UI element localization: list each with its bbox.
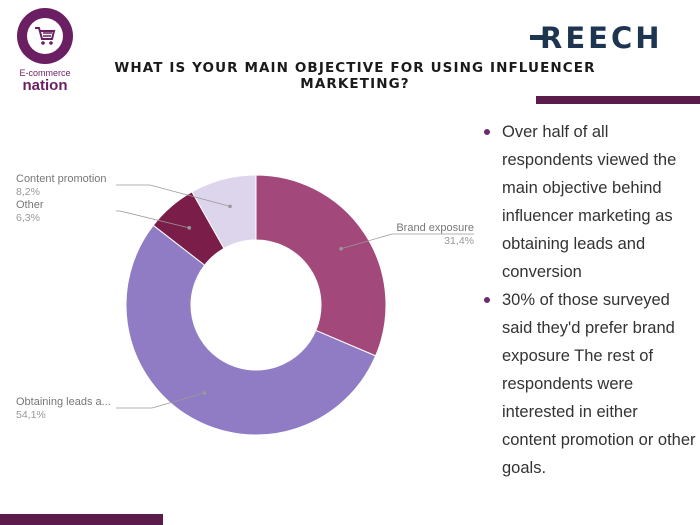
slice-content-promotion [191, 174, 257, 250]
leader-line-other [116, 210, 190, 229]
slice-value-content-promotion: 8,2% [16, 186, 40, 198]
finding-2: 30% of those surveyed said they'd prefer… [484, 286, 696, 482]
bullet-dot [484, 129, 490, 135]
slice-label-other: Other [16, 199, 44, 211]
slice-label-content-promotion: Content promotion [16, 173, 107, 185]
finding-1-text: Over half of all respondents viewed the … [502, 123, 677, 281]
reech-logo-dash [530, 35, 544, 40]
slice-obtaining-leads-a [125, 224, 377, 436]
logo-circle [17, 8, 73, 64]
reech-logo-text: REECH [540, 21, 663, 54]
key-findings-list: Over half of all respondents viewed the … [484, 118, 696, 482]
leader-line-content-promotion [116, 184, 231, 207]
slice-value-brand-exposure: 31,4% [444, 235, 474, 247]
finding-2-text: 30% of those surveyed said they'd prefer… [502, 291, 696, 477]
ecommerce-nation-logo: E-commerce nation [14, 8, 76, 93]
bullet-dot [484, 297, 490, 303]
leader-line-brand-exposure [340, 233, 474, 250]
slice-brand-exposure [255, 174, 387, 357]
leader-line-obtaining-leads-a [116, 392, 205, 409]
cart-badge [27, 18, 63, 54]
reech-logo: REECH [530, 21, 663, 54]
finding-1: Over half of all respondents viewed the … [484, 118, 696, 286]
logo-line1: E-commerce [19, 68, 71, 78]
page-title: WHAT IS YOUR MAIN OBJECTIVE FOR USING IN… [114, 60, 596, 92]
slice-label-obtaining-leads-a: Obtaining leads a... [16, 396, 111, 408]
shopping-cart-icon [35, 27, 56, 45]
slice-label-brand-exposure: Brand exposure [396, 222, 474, 234]
accent-bar-top [536, 96, 700, 104]
logo-line2: nation [22, 77, 68, 94]
slice-value-other: 6,3% [16, 212, 40, 224]
accent-bar-bottom [0, 514, 163, 525]
slice-value-obtaining-leads-a: 54,1% [16, 409, 46, 421]
